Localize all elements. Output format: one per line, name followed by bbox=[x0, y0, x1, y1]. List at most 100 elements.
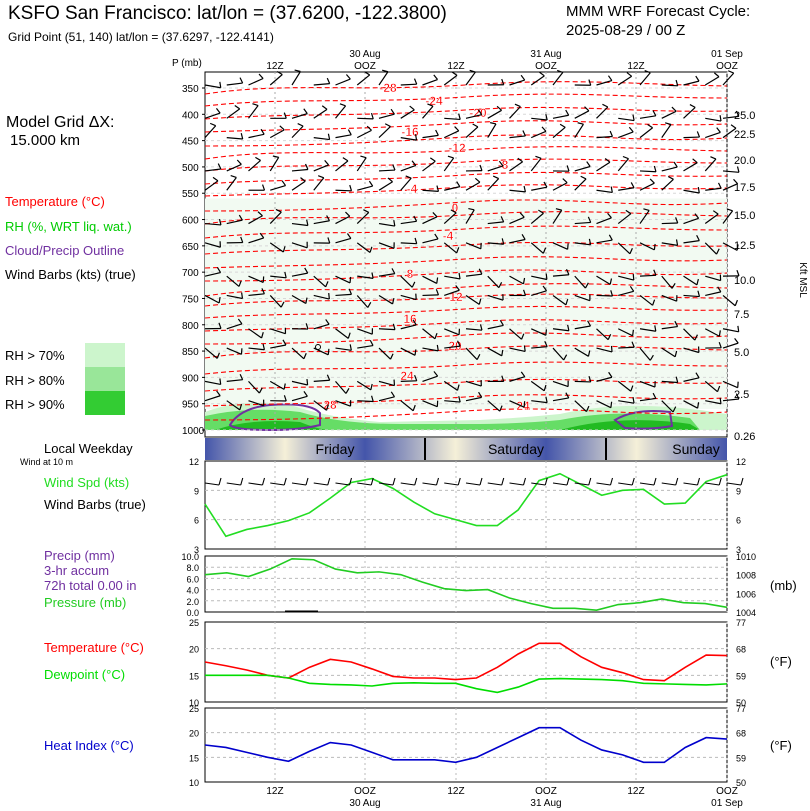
surface-wind-barb bbox=[270, 482, 285, 486]
wind-barb-flag bbox=[735, 393, 740, 400]
wind-barb bbox=[596, 189, 613, 194]
wind-barb-flag bbox=[694, 213, 700, 219]
wind-barb-flag bbox=[347, 332, 351, 339]
wind-barb-flag bbox=[498, 160, 504, 167]
wind-barb bbox=[574, 221, 591, 225]
wind-barb-flag bbox=[587, 320, 592, 327]
wind-barb-flag bbox=[610, 186, 613, 193]
wind-barb bbox=[356, 242, 371, 253]
wind-barb bbox=[443, 157, 455, 172]
wind-barb bbox=[226, 379, 243, 382]
precip-panel-left-tick: 8.0 bbox=[186, 563, 199, 573]
pressure-tick-label: 750 bbox=[182, 294, 199, 305]
precip-panel-left-tick: 2.0 bbox=[186, 597, 199, 607]
temp-panel-right-tick: 59 bbox=[736, 671, 746, 681]
wind-barb bbox=[465, 347, 478, 361]
wind-barb-flag bbox=[566, 165, 570, 172]
wind-barb bbox=[530, 242, 544, 254]
wind-barb bbox=[639, 242, 655, 251]
temperature-contour bbox=[204, 146, 728, 160]
wind-barb-flag bbox=[565, 109, 570, 116]
wind-barb bbox=[335, 380, 347, 394]
wind-barb bbox=[335, 78, 351, 86]
wind-barb bbox=[722, 398, 739, 402]
wind-barb-flag bbox=[675, 217, 679, 224]
kft-tick-label: 0.26 bbox=[734, 431, 755, 443]
wind-barb bbox=[661, 400, 674, 413]
wind-barb-flag bbox=[710, 156, 717, 160]
wind-barb bbox=[378, 242, 395, 249]
pressure-tick-label: 850 bbox=[182, 347, 199, 358]
wind-barb-flag bbox=[238, 280, 242, 287]
wind-barb bbox=[596, 80, 613, 86]
wind-barb-flag bbox=[716, 127, 721, 133]
wind-barb bbox=[683, 294, 700, 298]
wind-barb bbox=[509, 328, 522, 340]
wind-barb bbox=[269, 295, 282, 308]
calm-wind-circle bbox=[315, 344, 321, 350]
temp-panel-left-tick: 25 bbox=[189, 618, 199, 628]
wind-barb-flag bbox=[577, 122, 584, 125]
wind-barb bbox=[248, 275, 264, 283]
surface-wind-barb bbox=[531, 482, 546, 486]
surface-wind-barb bbox=[552, 482, 568, 486]
wind-barb-flag bbox=[433, 74, 439, 80]
wind-barb-flag bbox=[675, 79, 679, 87]
wind-barb bbox=[422, 105, 434, 119]
wind-barb-flag bbox=[630, 385, 634, 392]
wind-barb bbox=[357, 275, 374, 279]
pressure-tick-label: 350 bbox=[182, 84, 199, 95]
wind-barb-flag bbox=[604, 158, 611, 163]
temperature-contour bbox=[204, 293, 728, 307]
wind-barb bbox=[400, 400, 414, 412]
wind-barb-flag bbox=[345, 211, 351, 217]
wind-barb-flag bbox=[216, 390, 221, 397]
wind-barb-flag bbox=[370, 383, 373, 390]
dewpoint-label: Dewpoint (°C) bbox=[44, 667, 126, 682]
surface-wind-flag bbox=[348, 477, 353, 486]
temperature-contour bbox=[204, 319, 728, 332]
wind-barb bbox=[400, 164, 416, 172]
wind-barb-flag bbox=[405, 175, 412, 179]
wind-barb-flag bbox=[306, 378, 309, 386]
wind-barb bbox=[422, 347, 439, 352]
wind-barb bbox=[552, 274, 569, 277]
wind-barb bbox=[422, 328, 436, 340]
wind-barb bbox=[422, 238, 439, 244]
wind-barb-flag bbox=[588, 79, 592, 86]
wind-barb-flag bbox=[696, 278, 699, 286]
wind-barb-flag bbox=[496, 105, 503, 111]
wind-barb bbox=[422, 294, 439, 297]
temperature-contour-label: -4 bbox=[443, 229, 454, 243]
temperature-contour-label: -24 bbox=[425, 94, 443, 108]
wind-barb bbox=[487, 109, 502, 119]
wind-barb-flag bbox=[454, 126, 460, 132]
wind-barb-flag bbox=[240, 236, 244, 243]
wind-barb bbox=[204, 180, 219, 191]
surface-wind-flag bbox=[631, 477, 635, 486]
wind-barb-flag bbox=[501, 78, 505, 85]
wind-barb bbox=[596, 275, 611, 285]
wind-barb-flag bbox=[673, 161, 678, 168]
wind-barb bbox=[356, 129, 372, 139]
surface-wind-barb bbox=[444, 482, 459, 486]
wind-barb-flag bbox=[325, 281, 329, 288]
wind-barb-flag bbox=[255, 156, 261, 161]
day-label-sunday: Sunday bbox=[672, 441, 719, 457]
temperature-contour-label: 24 bbox=[516, 399, 530, 413]
wind-barb bbox=[509, 161, 523, 172]
bottom-time-label: 12Z bbox=[447, 786, 464, 797]
precip-total-label: 72h total 0.00 in bbox=[44, 578, 137, 593]
wind-barb-flag bbox=[608, 371, 613, 378]
wind-barb bbox=[596, 161, 611, 172]
wind-barb-flag bbox=[306, 219, 309, 226]
wind-barb bbox=[204, 125, 217, 139]
wind-barb-flag bbox=[282, 339, 287, 346]
kft-tick-label: 20.0 bbox=[734, 155, 755, 167]
temperature-contour bbox=[204, 241, 728, 255]
precip-accum-label: 3-hr accum bbox=[44, 563, 110, 578]
wind-barb bbox=[378, 347, 391, 360]
bottom-time-label: 12Z bbox=[627, 786, 644, 797]
wind-barb bbox=[596, 239, 613, 244]
heat-panel-left-tick: 15 bbox=[189, 753, 199, 763]
